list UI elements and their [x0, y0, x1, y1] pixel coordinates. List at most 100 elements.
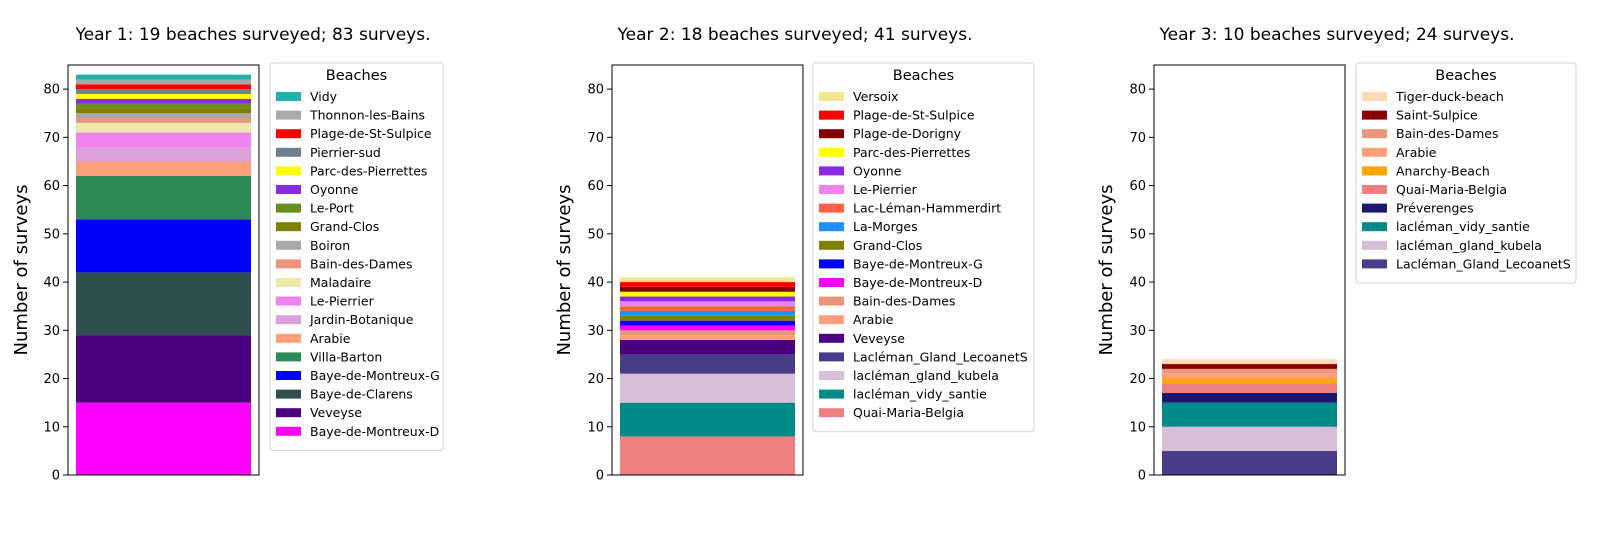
y-tick-label: 50 [43, 227, 60, 242]
legend-label: Baye-de-Clarens [310, 387, 413, 402]
legend-label: Plage-de-Dorigny [853, 126, 962, 141]
chart-title: Year 2: 18 beaches surveyed; 41 surveys. [617, 25, 973, 45]
legend-title: Beaches [326, 68, 387, 84]
legend-swatch [276, 408, 301, 418]
legend-label: Parc-des-Pierrettes [853, 145, 970, 160]
bar-segment-quai-maria-belgia [620, 436, 795, 475]
bar-segment-thonnon-les-bains [76, 79, 251, 85]
bar-segment-pierrier-sud [76, 89, 251, 94]
legend-label: Bain-des-Dames [310, 256, 412, 271]
y-tick-label: 0 [52, 469, 60, 484]
legend-swatch [276, 92, 301, 101]
legend-swatch [819, 129, 844, 139]
legend-label: Préverenges [1396, 201, 1474, 216]
bar-segment-bain-des-dames [1162, 368, 1337, 374]
legend-swatch [819, 371, 844, 380]
bar-segment-lacl-man-vidy-santie [620, 402, 795, 437]
legend-label: lacléman_gland_kubela [853, 368, 999, 383]
legend-swatch [819, 222, 844, 232]
legend-swatch [1362, 147, 1387, 157]
chart-title: Year 1: 19 beaches surveyed; 83 surveys. [75, 25, 431, 45]
y-tick-label: 70 [587, 131, 604, 146]
chart-title: Year 3: 10 beaches surveyed; 24 surveys. [1159, 25, 1515, 45]
bar-segment-la-morges [620, 311, 795, 316]
y-tick-label: 0 [596, 469, 604, 484]
legend-swatch [819, 278, 844, 287]
legend-label: La-Morges [853, 219, 918, 234]
bar-segment-parc-des-pierrettes [76, 93, 251, 99]
y-tick-label: 60 [587, 179, 604, 194]
y-tick-label: 50 [1129, 227, 1146, 242]
bar-segment-lacl-man-gland-kubela [1162, 426, 1337, 451]
legend-label: Lacléman_Gland_LecoanetS [853, 349, 1028, 364]
legend-swatch [1362, 166, 1387, 176]
legend-label: lacléman_vidy_santie [1396, 219, 1530, 234]
bar-segment-grand-clos [76, 108, 251, 114]
bar-segment-lacl-man-gland-lecoanets [1162, 450, 1337, 475]
legend-swatch [276, 222, 301, 232]
legend-label: Vidy [310, 89, 338, 104]
legend-swatch [276, 166, 301, 176]
y-tick-label: 80 [1129, 83, 1146, 98]
y-tick-label: 10 [1129, 420, 1146, 435]
legend-swatch [819, 92, 844, 101]
bar-segment-arabie [1162, 373, 1337, 379]
bar-segment-plage-de-st-sulpice [76, 84, 251, 90]
legend-label: Boiron [310, 238, 350, 253]
chart-panel-1: Year 1: 19 beaches surveyed; 83 surveys.… [11, 25, 444, 484]
legend-swatch [1362, 222, 1387, 232]
y-tick-label: 40 [43, 276, 60, 291]
bar-segment-bain-des-dames [76, 118, 251, 123]
legend-label: Thonnon-les-Bains [309, 108, 425, 123]
legend-swatch [276, 371, 301, 380]
bar-segment-jardin-botanique [76, 147, 251, 162]
y-tick-label: 80 [587, 83, 604, 98]
bar-segment-saint-sulpice [1162, 364, 1337, 369]
legend-label: Jardin-Botanique [309, 312, 414, 327]
y-tick-label: 30 [587, 324, 604, 339]
legend-swatch [276, 352, 301, 362]
y-tick-label: 20 [587, 372, 604, 387]
legend-swatch [819, 110, 844, 120]
bar-segment-baye-de-montreux-d [620, 325, 795, 331]
legend-label: Baye-de-Montreux-D [310, 424, 439, 439]
bar-segment-maladaire [76, 122, 251, 133]
legend-swatch [276, 278, 301, 287]
legend-label: Veveyse [310, 405, 362, 420]
bar-segment-le-pierrier [76, 132, 251, 147]
legend-box [1355, 62, 1577, 284]
bar-segment-quai-maria-belgia [1162, 383, 1337, 393]
bar-segment-le-pierrier [620, 301, 795, 307]
bar-segment-anarchy-beach [1162, 378, 1337, 384]
y-tick-label: 0 [1138, 469, 1146, 484]
legend-swatch [1362, 110, 1387, 120]
legend-label: Quai-Maria-Belgia [1396, 182, 1507, 197]
y-tick-label: 40 [1129, 276, 1146, 291]
legend-label: Oyonne [310, 182, 359, 197]
legend-label: Arabie [853, 312, 894, 327]
bar-segment-parc-des-pierrettes [620, 291, 795, 297]
bar-segment-baye-de-clarens [76, 272, 251, 336]
bar-segment-veveyse [620, 339, 795, 355]
legend-swatch [819, 389, 844, 399]
legend-title: Beaches [893, 68, 954, 84]
bar-segment-lac-l-man-hammerdirt [620, 306, 795, 311]
legend-label: lacléman_gland_kubela [1396, 238, 1542, 253]
chart-panel-2: Year 2: 18 beaches surveyed; 41 surveys.… [554, 25, 1035, 484]
bar-segment-bain-des-dames [620, 330, 795, 336]
y-tick-label: 70 [43, 131, 60, 146]
legend-label: Oyonne [853, 163, 902, 178]
y-axis-label: Number of surveys [554, 184, 575, 355]
legend-swatch [819, 296, 844, 306]
bar-segment-oyonne [620, 296, 795, 302]
legend-label: Arabie [1396, 145, 1437, 160]
legend-swatch [276, 315, 301, 325]
y-tick-label: 20 [1129, 372, 1146, 387]
legend-label: Villa-Barton [310, 349, 382, 364]
legend-label: Veveyse [853, 331, 905, 346]
legend-swatch [819, 166, 844, 176]
legend-swatch [819, 352, 844, 362]
legend-swatch [1362, 240, 1387, 250]
